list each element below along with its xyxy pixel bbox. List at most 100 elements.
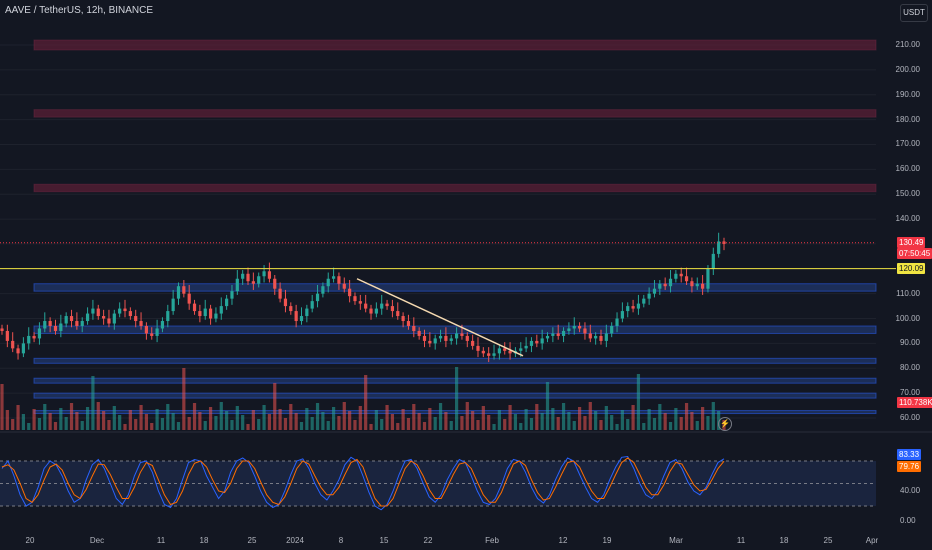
candle-body bbox=[144, 325, 148, 334]
candle-body bbox=[588, 333, 592, 339]
volume-bar bbox=[348, 411, 352, 430]
volume-bar bbox=[572, 421, 576, 430]
time-tick-label: Mar bbox=[669, 536, 683, 545]
volume-bar bbox=[235, 406, 239, 430]
flash-icon[interactable]: ⚡ bbox=[718, 417, 732, 431]
support-zone bbox=[33, 325, 877, 334]
candle-body bbox=[176, 286, 181, 299]
candle-body bbox=[37, 328, 42, 339]
volume-bar bbox=[331, 407, 336, 430]
candle-body bbox=[663, 283, 667, 287]
volume-bar bbox=[390, 414, 395, 430]
volume-bar bbox=[358, 406, 362, 430]
candle-body bbox=[717, 241, 721, 254]
candle-body bbox=[556, 333, 560, 336]
volume-bar bbox=[679, 417, 683, 430]
volume-bar bbox=[529, 418, 534, 430]
volume-bar bbox=[166, 404, 170, 430]
price-tick-label: 160.00 bbox=[895, 164, 920, 174]
price-tick-label: 140.00 bbox=[895, 214, 920, 224]
candle-body bbox=[53, 325, 58, 331]
volume-bar bbox=[53, 422, 58, 430]
candle-body bbox=[48, 321, 52, 326]
currency-button[interactable]: USDT bbox=[900, 4, 928, 22]
candle-body bbox=[626, 306, 630, 312]
volume-bar bbox=[519, 423, 523, 430]
candle-body bbox=[230, 291, 234, 299]
candle-body bbox=[374, 308, 378, 314]
volume-bar bbox=[75, 412, 79, 430]
time-tick-label: Apr bbox=[865, 536, 879, 545]
candle-body bbox=[631, 306, 635, 309]
volume-bar bbox=[326, 421, 330, 430]
candle-body bbox=[107, 318, 111, 324]
price-tick-label: 170.00 bbox=[895, 139, 920, 149]
candle-body bbox=[711, 253, 715, 269]
volume-bar bbox=[567, 412, 571, 430]
volume-bar bbox=[422, 422, 427, 430]
candle-body bbox=[594, 335, 598, 339]
volume-bar bbox=[112, 406, 116, 430]
candle-body bbox=[503, 348, 507, 351]
candle-body bbox=[257, 276, 261, 284]
candle-body bbox=[43, 321, 47, 329]
volume-bar bbox=[160, 418, 165, 430]
candle-body bbox=[668, 278, 673, 287]
time-tick-label: 19 bbox=[602, 536, 612, 545]
candle-body bbox=[64, 316, 68, 324]
volume-bar bbox=[471, 411, 475, 430]
candle-body bbox=[203, 308, 207, 317]
candle-body bbox=[642, 298, 646, 304]
candle-body bbox=[214, 313, 218, 319]
candle-body bbox=[118, 308, 122, 314]
candle-body bbox=[385, 303, 389, 307]
volume-bar bbox=[369, 424, 373, 430]
volume-bar bbox=[182, 368, 186, 430]
candle-body bbox=[471, 340, 475, 346]
candle-body bbox=[21, 343, 25, 354]
volume-bar bbox=[374, 410, 378, 430]
support-zone bbox=[33, 283, 877, 292]
candle-body bbox=[497, 348, 501, 354]
volume-bar bbox=[545, 382, 550, 430]
price-tick-label: 90.00 bbox=[899, 338, 920, 348]
candle-body bbox=[219, 306, 223, 314]
candle-body bbox=[476, 345, 480, 351]
candle-body bbox=[684, 276, 689, 282]
time-tick-label: 25 bbox=[823, 536, 833, 545]
volume-bar bbox=[27, 423, 31, 430]
volume-bar bbox=[267, 414, 272, 430]
volume-bar bbox=[594, 411, 598, 430]
volume-bar bbox=[492, 424, 496, 430]
volume-bar bbox=[37, 418, 42, 430]
candle-body bbox=[69, 316, 74, 322]
candle-body bbox=[289, 306, 293, 312]
candle-body bbox=[610, 325, 614, 334]
candle-body bbox=[380, 303, 384, 309]
volume-bar bbox=[203, 421, 207, 430]
candle-body bbox=[171, 298, 175, 312]
volume-bar bbox=[647, 409, 651, 430]
volume-bar bbox=[187, 417, 191, 430]
volume-bar bbox=[225, 411, 229, 430]
candle-body bbox=[150, 333, 154, 336]
candle-body bbox=[305, 308, 309, 317]
volume-bar bbox=[214, 416, 218, 430]
candle-body bbox=[0, 328, 4, 331]
candle-body bbox=[524, 345, 528, 349]
volume-bar bbox=[636, 374, 641, 430]
candle-body bbox=[348, 288, 352, 297]
candle-body bbox=[91, 308, 95, 314]
volume-bar bbox=[706, 416, 710, 430]
candle-body bbox=[315, 293, 320, 302]
candle-body bbox=[235, 278, 239, 292]
volume-bar bbox=[21, 414, 25, 430]
volume-bar bbox=[16, 405, 20, 430]
candle-body bbox=[561, 330, 566, 336]
volume-bar bbox=[144, 414, 148, 430]
candle-body bbox=[160, 321, 165, 329]
time-tick-label: 22 bbox=[423, 536, 433, 545]
candle-body bbox=[529, 340, 534, 346]
volume-bar bbox=[262, 405, 266, 430]
